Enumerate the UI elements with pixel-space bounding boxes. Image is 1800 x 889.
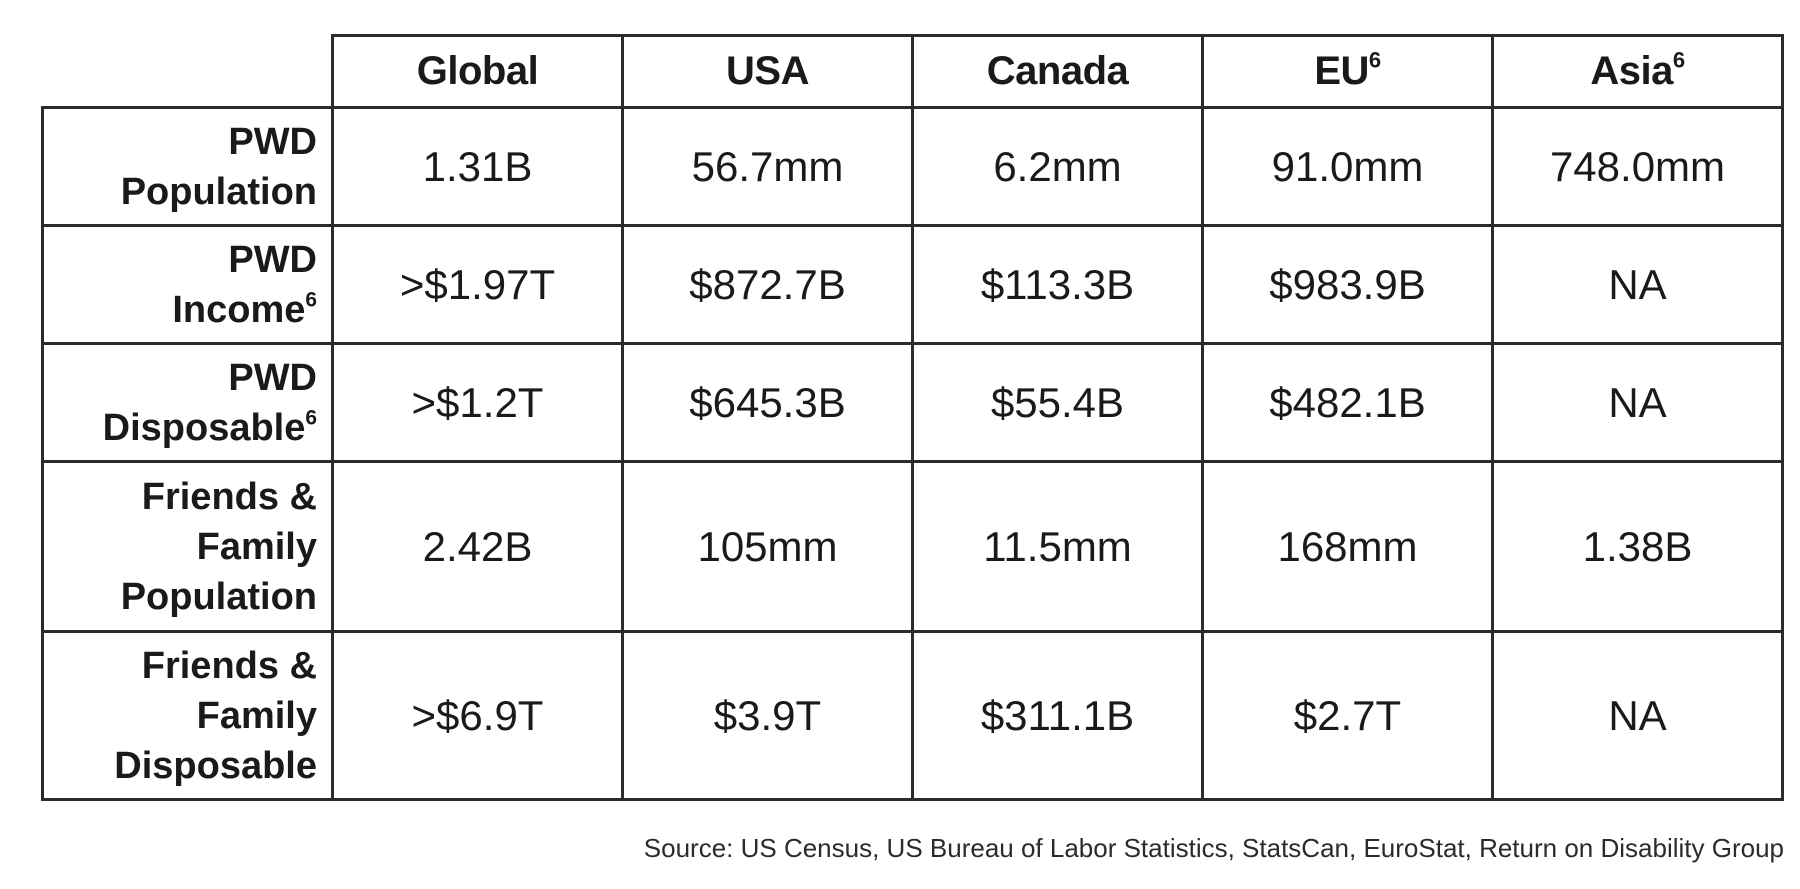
table-row-pwd-income: PWD Income6 >$1.97T $872.7B $113.3B $983.… — [41, 224, 1784, 345]
header-row: Global USA Canada EU6 Asia6 — [42, 34, 1784, 109]
table-cell: 6.2mm — [911, 106, 1204, 227]
table-cell: $113.3B — [911, 224, 1204, 345]
market-statistics-table: Global USA Canada EU6 Asia6 PWD Populatio… — [41, 34, 1784, 801]
table-cell: $2.7T — [1201, 630, 1494, 801]
row-label-pwd-disposable: PWD Disposable6 — [41, 342, 334, 463]
table-cell: 748.0mm — [1491, 106, 1784, 227]
table-cell: 1.31B — [331, 106, 624, 227]
corner-cell — [42, 35, 334, 109]
row-label-friends-family-disposable: Friends & Family Disposable — [41, 630, 334, 801]
table-cell: 11.5mm — [911, 460, 1204, 633]
row-label-pwd-population: PWD Population — [41, 106, 334, 227]
table-cell: >$1.97T — [331, 224, 624, 345]
row-label-pwd-income: PWD Income6 — [41, 224, 334, 345]
table-cell: $872.7B — [621, 224, 914, 345]
table-cell: >$6.9T — [331, 630, 624, 801]
row-label-friends-family-population: Friends & Family Population — [41, 460, 334, 633]
column-header-asia: Asia6 — [1491, 34, 1784, 109]
column-header-global: Global — [331, 34, 624, 109]
table-cell: $3.9T — [621, 630, 914, 801]
table-cell: 168mm — [1201, 460, 1494, 633]
table-cell: >$1.2T — [331, 342, 624, 463]
column-header-usa: USA — [621, 34, 914, 109]
table-cell: 56.7mm — [621, 106, 914, 227]
table-cell: $55.4B — [911, 342, 1204, 463]
table-cell: NA — [1491, 224, 1784, 345]
table-cell: $983.9B — [1201, 224, 1494, 345]
table-cell: NA — [1491, 342, 1784, 463]
table-cell: $645.3B — [621, 342, 914, 463]
table-cell: NA — [1491, 630, 1784, 801]
table-row-friends-family-population: Friends & Family Population 2.42B 105mm 11… — [41, 460, 1784, 633]
column-header-canada: Canada — [911, 34, 1204, 109]
table-cell: $482.1B — [1201, 342, 1494, 463]
table-row-pwd-disposable: PWD Disposable6 >$1.2T $645.3B $55.4B $48… — [41, 342, 1784, 463]
column-header-eu: EU6 — [1201, 34, 1494, 109]
table-cell: 105mm — [621, 460, 914, 633]
table-cell: $311.1B — [911, 630, 1204, 801]
source-note: Source: US Census, US Bureau of Labor St… — [643, 833, 1784, 863]
table-row-pwd-population: PWD Population 1.31B 56.7mm 6.2mm 91.0mm … — [41, 106, 1784, 227]
table-cell: 1.38B — [1491, 460, 1784, 633]
table-cell: 2.42B — [331, 460, 624, 633]
table-cell: 91.0mm — [1201, 106, 1494, 227]
table-row-friends-family-disposable: Friends & Family Disposable >$6.9T $3.9T $… — [41, 630, 1784, 801]
